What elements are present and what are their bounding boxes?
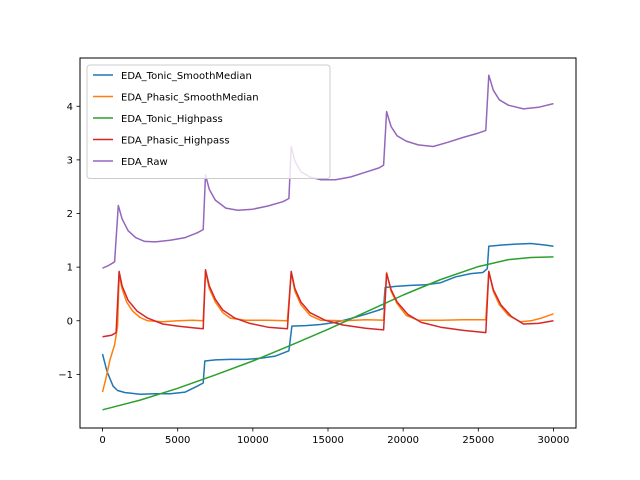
y-tick-label-5: 4 [67,102,73,113]
series-line-0 [101,242,554,395]
y-tick-label-3: 2 [67,209,73,220]
legend-label-3: EDA_Phasic_Highpass [121,136,230,147]
legend-label-1: EDA_Phasic_SmoothMedian [121,93,259,104]
y-tick-label-4: 3 [67,155,73,166]
x-tick-label-6: 30000 [538,435,570,446]
series-line-3 [102,269,554,338]
x-tick-label-2: 10000 [237,435,269,446]
ticks-layer: 0 5000 10000 15000 20000 25000 30000 −1 0 1 2 3 4 [58,102,569,446]
x-tick-label-5: 25000 [462,435,494,446]
legend-box [86,64,331,179]
x-tick-label-3: 15000 [312,435,344,446]
y-tick-label-0: −1 [58,370,73,381]
series-line-2 [102,256,554,411]
legend-label-2: EDA_Tonic_Highpass [121,114,223,125]
y-tick-label-1: 0 [67,316,73,327]
x-tick-label-1: 5000 [165,435,190,446]
series-layer [101,74,554,411]
x-tick-label-0: 0 [99,435,105,446]
y-tick-label-2: 1 [67,263,73,274]
legend-label-0: EDA_Tonic_SmoothMedian [121,71,252,82]
legend: EDA_Tonic_SmoothMedian EDA_Phasic_SmoothM… [86,64,331,179]
legend-label-4: EDA_Raw [121,157,168,168]
x-tick-label-4: 20000 [387,435,419,446]
